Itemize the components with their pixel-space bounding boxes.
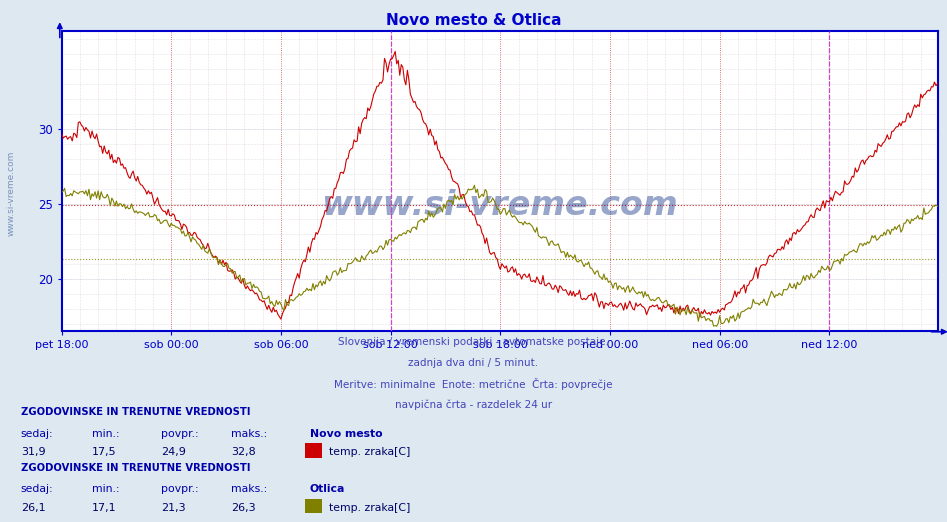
- Text: maks.:: maks.:: [231, 429, 267, 439]
- Text: sedaj:: sedaj:: [21, 429, 53, 439]
- Text: 31,9: 31,9: [21, 447, 45, 457]
- Text: 17,5: 17,5: [92, 447, 116, 457]
- Text: 32,8: 32,8: [231, 447, 256, 457]
- Text: ZGODOVINSKE IN TRENUTNE VREDNOSTI: ZGODOVINSKE IN TRENUTNE VREDNOSTI: [21, 463, 250, 473]
- Text: navpična črta - razdelek 24 ur: navpična črta - razdelek 24 ur: [395, 399, 552, 410]
- Text: Novo mesto: Novo mesto: [310, 429, 383, 439]
- Text: povpr.:: povpr.:: [161, 484, 199, 494]
- Text: ZGODOVINSKE IN TRENUTNE VREDNOSTI: ZGODOVINSKE IN TRENUTNE VREDNOSTI: [21, 407, 250, 417]
- Text: 26,3: 26,3: [231, 503, 256, 513]
- Text: temp. zraka[C]: temp. zraka[C]: [329, 503, 410, 513]
- Text: temp. zraka[C]: temp. zraka[C]: [329, 447, 410, 457]
- Text: 24,9: 24,9: [161, 447, 186, 457]
- Text: min.:: min.:: [92, 429, 119, 439]
- Text: Slovenija / vremenski podatki - avtomatske postaje.: Slovenija / vremenski podatki - avtomats…: [338, 337, 609, 347]
- Text: zadnja dva dni / 5 minut.: zadnja dva dni / 5 minut.: [408, 358, 539, 367]
- Text: 21,3: 21,3: [161, 503, 186, 513]
- Text: Meritve: minimalne  Enote: metrične  Črta: povprečje: Meritve: minimalne Enote: metrične Črta:…: [334, 378, 613, 390]
- Text: 26,1: 26,1: [21, 503, 45, 513]
- Text: Otlica: Otlica: [310, 484, 345, 494]
- Text: Novo mesto & Otlica: Novo mesto & Otlica: [385, 13, 562, 28]
- Text: 17,1: 17,1: [92, 503, 116, 513]
- Text: sedaj:: sedaj:: [21, 484, 53, 494]
- Text: www.si-vreme.com: www.si-vreme.com: [7, 150, 16, 236]
- Text: www.si-vreme.com: www.si-vreme.com: [321, 189, 678, 222]
- Text: povpr.:: povpr.:: [161, 429, 199, 439]
- Text: maks.:: maks.:: [231, 484, 267, 494]
- Text: min.:: min.:: [92, 484, 119, 494]
